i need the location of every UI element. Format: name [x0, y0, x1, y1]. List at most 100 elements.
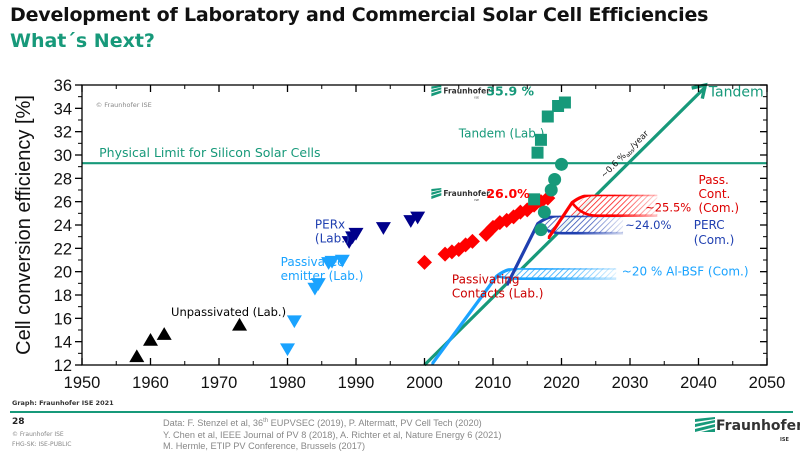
- record-value-label: 26.0%: [486, 186, 530, 201]
- circle-marker: [537, 205, 551, 219]
- x-tick-label: 2040: [680, 374, 717, 392]
- triangle-down-marker: [310, 278, 326, 291]
- fraunhofer-badge-text: Fraunhofer: [443, 189, 490, 198]
- square-marker: [531, 146, 544, 159]
- y-tick-label: 14: [54, 334, 72, 352]
- projection-curve-group: [546, 193, 658, 240]
- record-value-label: 35.9 %: [486, 83, 534, 98]
- growth-rate-label: ~0.6 %abs/year: [599, 129, 652, 182]
- y-tick-label: 30: [54, 147, 72, 165]
- fraunhofer-logo-icon: [695, 417, 715, 432]
- triangle-down-marker: [280, 343, 295, 357]
- page-number: 28: [12, 417, 25, 427]
- perc-com-label: (Com.): [694, 233, 735, 247]
- slide-title: Development of Laboratory and Commercial…: [10, 4, 709, 26]
- x-tick-label: 2000: [406, 374, 443, 392]
- fraunhofer-badge-sub: ISE: [474, 95, 479, 99]
- perc-value-label: ~24.0%: [625, 218, 671, 232]
- y-tick-label: 16: [54, 310, 72, 328]
- triangle-up-marker: [156, 327, 172, 340]
- source-superscript: th: [263, 418, 269, 424]
- y-tick-label: 20: [54, 264, 72, 282]
- x-tick-label: 1970: [201, 374, 238, 392]
- triangle-down-marker: [324, 255, 340, 269]
- y-axis-label: Cell conversion efficiency [%]: [13, 95, 35, 355]
- y-tick-label: 28: [54, 170, 72, 188]
- fraunhofer-logo-icon: [431, 188, 442, 199]
- x-tick-label: 2030: [612, 374, 649, 392]
- source-text: EUPVSEC (2019), P. Altermatt, PV Cell Te…: [268, 418, 482, 429]
- square-marker: [534, 133, 547, 146]
- fraunhofer-logo-sub: ISE: [780, 437, 789, 443]
- y-tick-label: 36: [54, 77, 72, 95]
- classification-label: FHG-SK: ISE-PUBLIC: [12, 441, 72, 448]
- pass-cont-com-label: Pass.: [699, 173, 729, 187]
- fraunhofer-logo-icon: [431, 85, 442, 97]
- y-tick-label: 34: [54, 100, 72, 118]
- triangle-down-marker: [334, 254, 350, 268]
- x-tick-label: 1950: [64, 374, 101, 392]
- y-tick-label: 12: [54, 357, 72, 375]
- diamond-marker: [464, 233, 480, 249]
- triangle-down-marker: [375, 222, 391, 235]
- triangle-up-marker: [129, 349, 145, 363]
- footer-divider: [10, 411, 793, 413]
- x-tick-label: 2020: [543, 374, 580, 392]
- physical-limit-label: Physical Limit for Silicon Solar Cells: [99, 145, 320, 160]
- triangle-down-marker: [410, 211, 426, 225]
- triangle-down-marker: [348, 227, 364, 241]
- y-tick-label: 22: [54, 240, 72, 258]
- x-tick-label: 1990: [338, 374, 375, 392]
- slide-subtitle: What´s Next?: [10, 30, 155, 52]
- series-label: (Lab.): [315, 232, 350, 246]
- diamond-marker: [417, 254, 432, 270]
- graph-credit: Graph: Fraunhofer ISE 2021: [12, 399, 114, 407]
- x-tick-label: 2010: [475, 374, 512, 392]
- efficiency-chart: 1950 1960 1970 1980 1990 2000 2010 2020 2030 2040…: [13, 77, 786, 392]
- pass-cont-com-label: Cont.: [699, 187, 731, 201]
- circle-marker: [544, 183, 558, 197]
- x-tick-label: 1960: [132, 374, 169, 392]
- x-tick-label: 2050: [749, 374, 786, 392]
- source-line: Y. Chen et al, IEEE Journal of PV 8 (201…: [163, 429, 502, 440]
- data-sources: Data: F. Stenzel et al, 36th EUPVSEC (20…: [163, 416, 501, 453]
- data-points-layer: [129, 96, 571, 363]
- triangle-up-marker: [143, 333, 158, 346]
- projection-band: [535, 215, 624, 234]
- circle-marker: [534, 223, 548, 237]
- watermark: © Fraunhofer ISE: [96, 101, 152, 109]
- source-line: M. Hermle, ETIP PV Conference, Brussels …: [163, 441, 366, 452]
- projection-upper-curve: [546, 193, 658, 240]
- fraunhofer-badge-text: Fraunhofer: [443, 86, 490, 95]
- series-label: Contacts (Lab.): [452, 286, 544, 300]
- series-label: emitter (Lab.): [281, 269, 364, 283]
- series-label: Unpassivated (Lab.): [171, 305, 286, 319]
- y-tick-label: 24: [54, 217, 72, 235]
- fraunhofer-logo-text: Fraunhofer: [716, 418, 800, 434]
- x-tick-label: 1980: [269, 374, 306, 392]
- y-tick-label: 18: [54, 287, 72, 305]
- source-text: Data: F. Stenzel et al, 36: [163, 418, 264, 429]
- annotation-layer: © Fraunhofer ISE Physical Limit for Silic…: [96, 83, 764, 319]
- y-tick-label: 26: [54, 194, 72, 212]
- projection-band: [570, 194, 658, 216]
- projection-lower-curve: [571, 201, 658, 217]
- al-bsf-label: ~20 % Al-BSF (Com.): [622, 265, 749, 279]
- series-label: Tandem (Lab.): [458, 127, 545, 141]
- series-label: Passivated: [281, 255, 345, 269]
- series-label: Passivating: [452, 272, 520, 286]
- triangle-down-marker: [286, 315, 302, 329]
- source-line: Data: F. Stenzel et al, 36th EUPVSEC (20…: [163, 416, 501, 430]
- circle-marker: [548, 173, 562, 186]
- fraunhofer-badge-sub: ISE: [474, 198, 479, 202]
- square-marker: [558, 96, 571, 109]
- triangle-up-marker: [232, 317, 248, 331]
- projection-band: [494, 268, 617, 279]
- perc-com-label: PERC: [694, 218, 725, 232]
- projection-layer: [423, 82, 708, 367]
- pass-cont-com-label: (Com.): [699, 201, 740, 215]
- y-tick-label: 32: [54, 124, 72, 142]
- copyright-notice: © Fraunhofer ISE: [12, 431, 64, 438]
